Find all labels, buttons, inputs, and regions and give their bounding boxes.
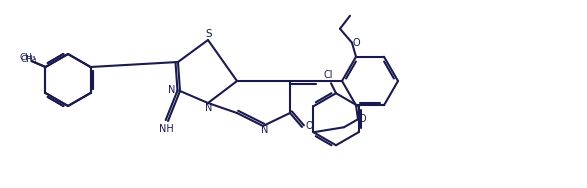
Text: Cl: Cl [323, 70, 333, 80]
Text: NH: NH [158, 124, 173, 134]
Text: O: O [305, 121, 313, 131]
Text: CH₃: CH₃ [21, 55, 38, 64]
Text: S: S [205, 29, 212, 39]
Text: O: O [352, 38, 360, 48]
Text: CH₃: CH₃ [19, 54, 36, 62]
Text: N: N [205, 103, 212, 113]
Text: N: N [261, 125, 269, 135]
Text: O: O [358, 114, 366, 124]
Text: N: N [168, 85, 175, 95]
